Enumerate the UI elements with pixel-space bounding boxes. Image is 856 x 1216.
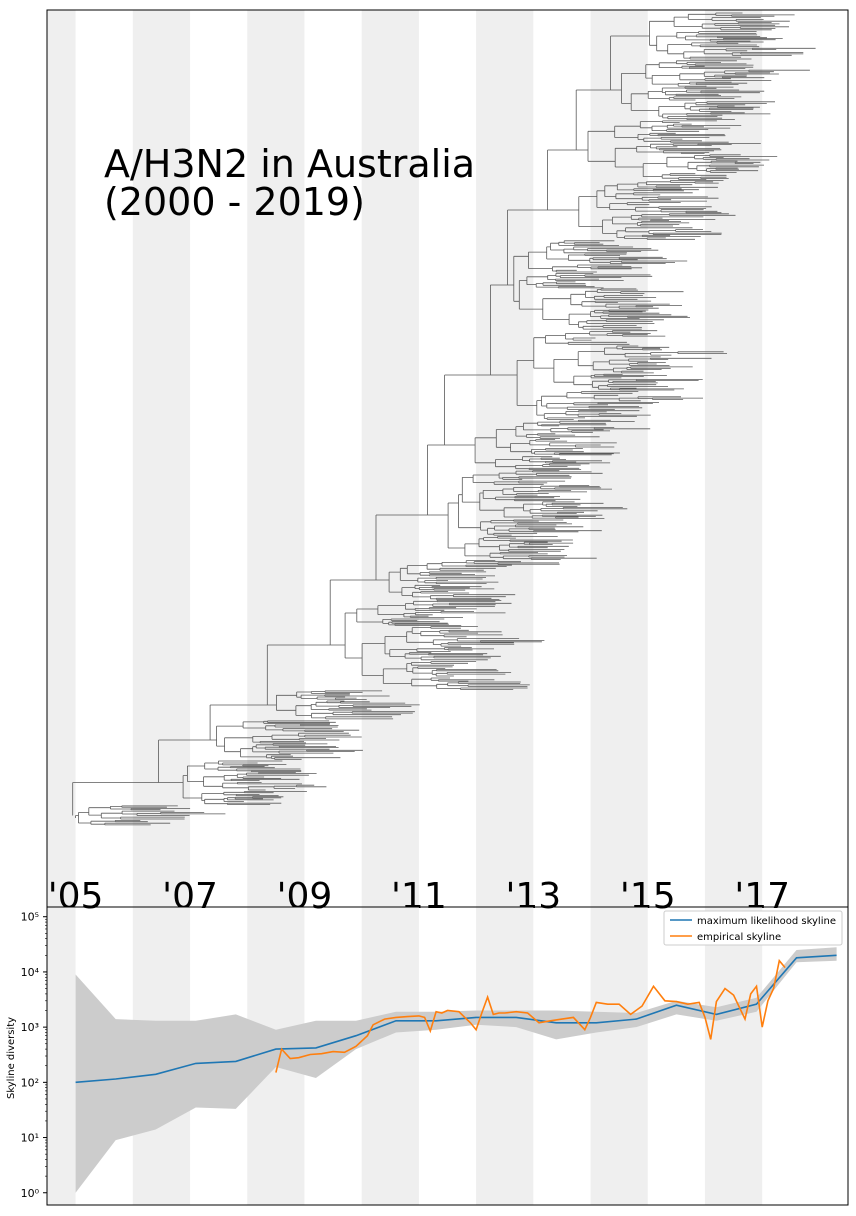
- tree-title-line-2: (2000 - 2019): [104, 180, 365, 224]
- skyline-y-tick-label: 10²: [21, 1076, 39, 1089]
- skyline-y-tick-label: 10⁵: [21, 911, 39, 924]
- legend-label-empirical: empirical skyline: [697, 932, 781, 943]
- tree-band-2006: [132, 10, 191, 907]
- tree-branches-path: [72, 12, 816, 826]
- ml-skyline-line: [75, 954, 837, 1084]
- ml-skyline-confidence-band: [75, 947, 837, 1193]
- tree-band-2010: [361, 10, 419, 907]
- skyline-band-2012: [476, 907, 534, 1205]
- skyline-y-tick-label: 10³: [21, 1021, 39, 1034]
- skyline-band-2014: [590, 907, 648, 1205]
- skyline-panel: 10⁰ 10¹ 10² 10³ 10⁴ 10⁵ Skyline diversity max…: [6, 906, 849, 1206]
- skyline-year-bands: [47, 907, 763, 1205]
- legend-box: [663, 910, 843, 946]
- skyline-y-tick-label: 10⁴: [21, 966, 40, 979]
- legend: maximum likelihood skyline empirical sky…: [663, 910, 843, 946]
- tree-year-bands: [47, 10, 763, 907]
- skyline-band-2016: [704, 907, 763, 1205]
- tree-band-2004: [47, 10, 76, 907]
- tree-band-2012: [476, 10, 534, 907]
- tree-title-line-1: A/H3N2 in Australia: [104, 142, 475, 186]
- empirical-skyline-line: [275, 958, 786, 1073]
- skyline-y-ticks: 10⁰ 10¹ 10² 10³ 10⁴ 10⁵: [21, 911, 47, 1200]
- skyline-band-2004: [47, 907, 76, 1205]
- legend-label-ml: maximum likelihood skyline: [697, 916, 836, 927]
- tree-band-2014: [590, 10, 648, 907]
- phylogenetic-tree: [72, 12, 816, 826]
- skyline-y-axis-label: Skyline diversity: [6, 1017, 17, 1099]
- skyline-band-2010: [361, 907, 419, 1205]
- skyline-y-tick-label: 10¹: [21, 1132, 39, 1145]
- skyline-y-tick-label: 10⁰: [21, 1187, 40, 1200]
- tree-panel: A/H3N2 in Australia (2000 - 2019) '05'07…: [46, 9, 849, 917]
